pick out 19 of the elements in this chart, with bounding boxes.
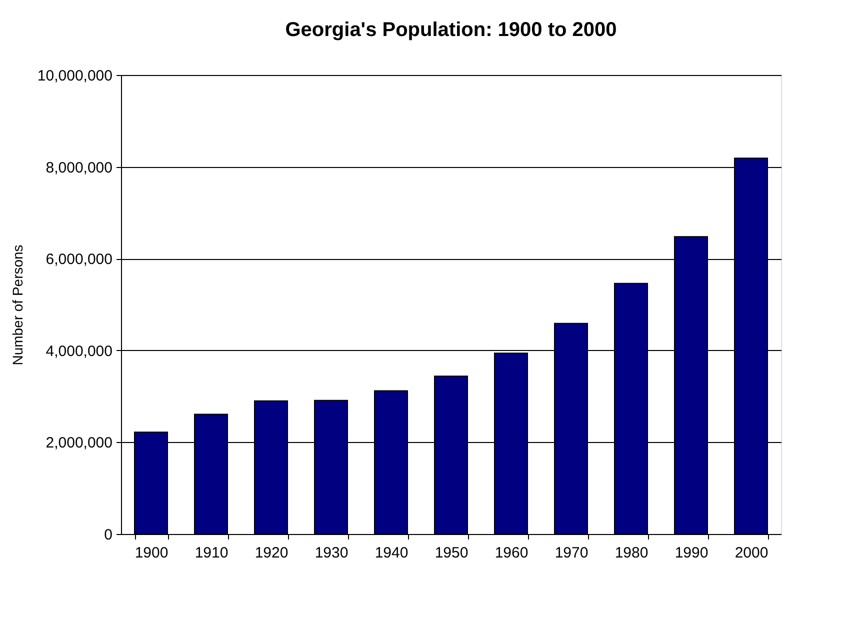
x-tick-label: 1900 (134, 544, 168, 562)
x-tick-label: 1930 (314, 544, 348, 562)
x-tick-label: 1910 (194, 544, 228, 562)
x-tick-label: 1940 (374, 544, 408, 562)
y-tick-label: 0 (104, 526, 112, 544)
x-tick-label: 1970 (554, 544, 588, 562)
y-tick-label: 6,000,000 (46, 251, 112, 268)
y-axis-title: Number of Persons (9, 244, 26, 366)
y-tick-label: 10,000,000 (37, 68, 112, 84)
x-tick-label: 2000 (734, 544, 768, 562)
x-tick-label: 1920 (254, 544, 288, 562)
x-tick-label: 1950 (434, 544, 468, 562)
x-tick-label: 1990 (674, 544, 708, 562)
y-tick-label: 2,000,000 (46, 434, 112, 452)
y-tick-label: 4,000,000 (46, 342, 112, 360)
y-tick-label: 8,000,000 (46, 159, 112, 176)
x-tick-label: 1960 (494, 544, 528, 562)
x-tick-label: 1980 (614, 544, 648, 562)
chart-title: Georgia's Population: 1900 to 2000 (285, 19, 617, 41)
